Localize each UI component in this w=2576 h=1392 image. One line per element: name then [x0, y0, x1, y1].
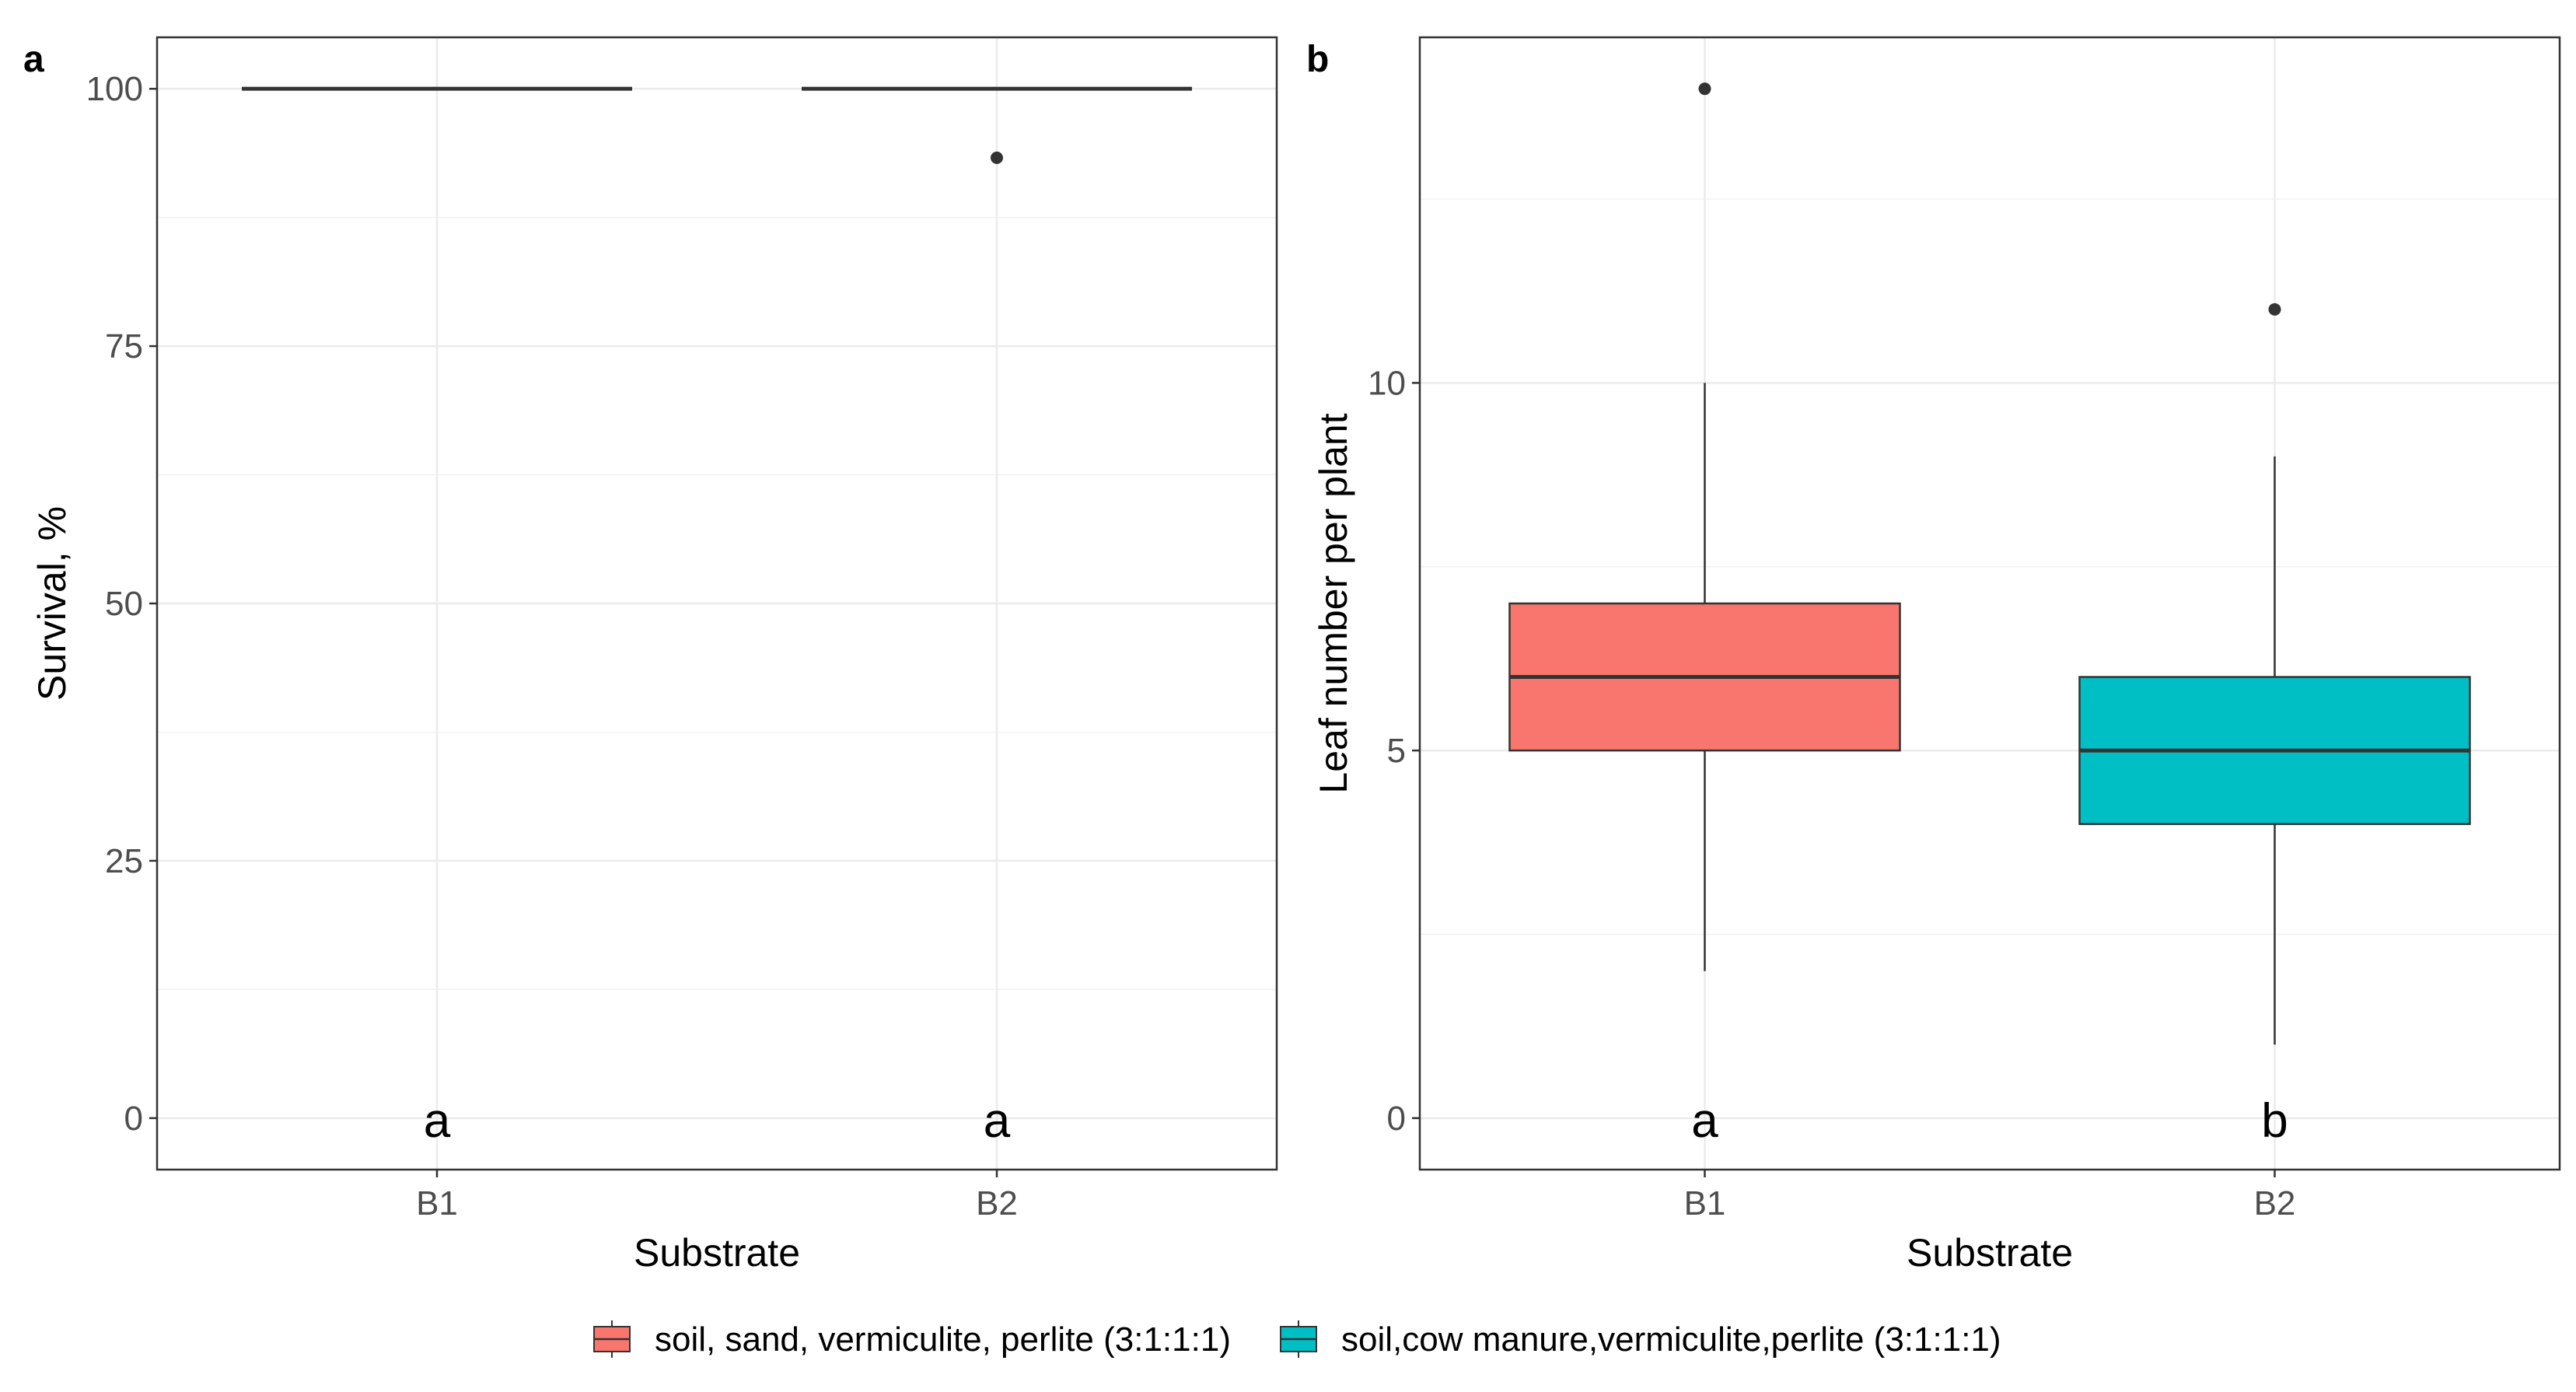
y-tick-label: 5: [1387, 732, 1406, 770]
panel-a-x-axis-title: Substrate: [634, 1231, 800, 1275]
panel-a-y-ticks: 0 25 50 75 100: [86, 70, 157, 1138]
panel-a-tag: a: [23, 39, 44, 80]
legend-label-b1: soil, sand, vermiculite, perlite (3:1:1:…: [655, 1320, 1231, 1359]
legend-item-b1: soil, sand, vermiculite, perlite (3:1:1:…: [593, 1320, 1231, 1359]
panel-b-y-axis-title: Leaf number per plant: [1312, 413, 1355, 793]
y-tick-label: 100: [86, 70, 143, 108]
x-tick-label: B2: [976, 1184, 1018, 1222]
significance-letter: b: [2261, 1094, 2288, 1148]
significance-letter: a: [984, 1094, 1011, 1148]
panel-b-x-axis-title: Substrate: [1907, 1231, 2073, 1275]
outlier-point: [991, 151, 1003, 164]
panel-a-x-ticks: B1 B2: [416, 1170, 1018, 1222]
panel-b-y-ticks: 0 5 10: [1368, 364, 1420, 1138]
legend-label-b2: soil,cow manure,vermiculite,perlite (3:1…: [1341, 1320, 2001, 1359]
x-tick-label: B1: [416, 1184, 458, 1222]
panel-a-y-axis-title: Survival, %: [30, 506, 74, 701]
y-tick-label: 25: [105, 842, 143, 880]
x-tick-label: B2: [2254, 1184, 2296, 1222]
y-tick-label: 0: [1387, 1100, 1406, 1138]
panel-b-border: [1418, 36, 2561, 1171]
significance-letter: a: [1691, 1094, 1718, 1148]
panel-b-tag: b: [1306, 39, 1329, 80]
y-tick-label: 50: [105, 585, 143, 623]
panel-b-x-ticks: B1 B2: [1684, 1170, 2296, 1222]
y-tick-label: 75: [105, 327, 143, 365]
y-tick-label: 10: [1368, 364, 1406, 402]
x-tick-label: B1: [1684, 1184, 1726, 1222]
legend: soil, sand, vermiculite, perlite (3:1:1:…: [593, 1320, 2001, 1359]
outlier-point: [2268, 303, 2281, 316]
legend-item-b2: soil,cow manure,vermiculite,perlite (3:1…: [1280, 1320, 2001, 1359]
y-tick-label: 0: [124, 1100, 143, 1138]
significance-letter: a: [424, 1094, 451, 1148]
outlier-point: [1698, 82, 1711, 96]
